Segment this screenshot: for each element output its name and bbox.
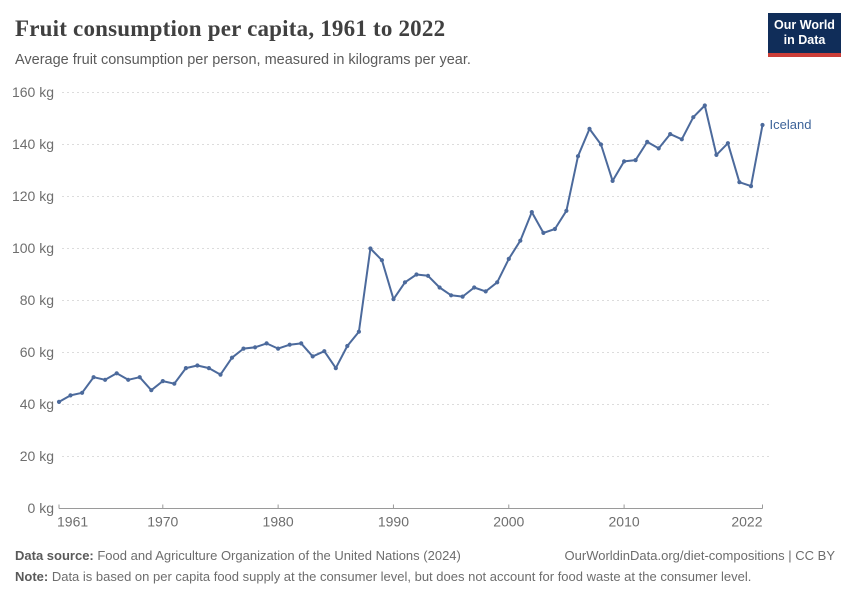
owid-logo-line1: Our World bbox=[774, 18, 835, 32]
data-point[interactable] bbox=[425, 273, 431, 278]
x-tick-label: 1961 bbox=[57, 514, 88, 530]
x-tick-label: 2000 bbox=[493, 514, 524, 530]
data-point[interactable] bbox=[725, 141, 731, 146]
data-point[interactable] bbox=[264, 341, 269, 346]
data-point[interactable] bbox=[149, 388, 154, 393]
data-point[interactable] bbox=[195, 363, 200, 368]
chart-note: Note: Data is based on per capita food s… bbox=[15, 566, 751, 587]
data-point[interactable] bbox=[172, 381, 177, 386]
data-point[interactable] bbox=[656, 146, 661, 151]
owid-logo-line2: in Data bbox=[783, 33, 826, 47]
owid-logo[interactable]: Our World in Data bbox=[768, 13, 841, 53]
y-tick-label: 140 kg bbox=[12, 136, 54, 152]
y-tick-label: 40 kg bbox=[20, 396, 54, 412]
data-point[interactable] bbox=[714, 152, 719, 157]
y-tick-label: 80 kg bbox=[20, 292, 54, 308]
data-point[interactable] bbox=[287, 342, 292, 347]
x-tick-label: 1970 bbox=[147, 514, 178, 530]
data-point[interactable] bbox=[114, 371, 119, 376]
data-point[interactable] bbox=[91, 375, 96, 380]
y-tick-label: 60 kg bbox=[20, 344, 54, 360]
y-tick-label: 20 kg bbox=[20, 448, 54, 464]
data-point[interactable] bbox=[126, 377, 131, 382]
data-point[interactable] bbox=[322, 349, 327, 354]
data-point[interactable] bbox=[679, 137, 684, 142]
data-point[interactable] bbox=[552, 226, 558, 232]
data-point[interactable] bbox=[368, 246, 373, 251]
data-source-text: Food and Agriculture Organization of the… bbox=[93, 548, 461, 563]
data-point[interactable] bbox=[206, 366, 211, 371]
line-chart[interactable]: 0 kg 20 kg 40 kg 60 kg 80 kg 100 kg 120 kg 140 … bbox=[0, 75, 850, 535]
data-point[interactable] bbox=[333, 366, 338, 371]
x-tick-label: 1980 bbox=[263, 514, 294, 530]
data-point[interactable] bbox=[633, 158, 638, 163]
data-point[interactable] bbox=[299, 341, 304, 346]
data-point[interactable] bbox=[103, 377, 108, 382]
data-point[interactable] bbox=[598, 142, 604, 147]
data-point[interactable] bbox=[645, 139, 650, 144]
data-point[interactable] bbox=[402, 280, 408, 285]
data-point[interactable] bbox=[253, 345, 258, 350]
series-line[interactable] bbox=[58, 104, 764, 403]
y-tick-label: 100 kg bbox=[12, 240, 54, 256]
data-point[interactable] bbox=[379, 258, 384, 263]
data-point[interactable] bbox=[218, 372, 223, 377]
data-point[interactable] bbox=[587, 126, 592, 131]
data-point[interactable] bbox=[506, 256, 511, 261]
data-point[interactable] bbox=[529, 210, 534, 215]
data-point[interactable] bbox=[241, 346, 246, 351]
series-label[interactable]: Iceland bbox=[770, 117, 812, 132]
data-point[interactable] bbox=[541, 230, 546, 235]
data-point[interactable] bbox=[518, 238, 523, 243]
y-tick-label: 0 kg bbox=[28, 500, 54, 516]
data-point[interactable] bbox=[276, 346, 281, 351]
data-point[interactable] bbox=[702, 103, 707, 108]
data-point[interactable] bbox=[472, 285, 477, 290]
data-point[interactable] bbox=[610, 178, 615, 183]
data-source: Data source: Food and Agriculture Organi… bbox=[15, 545, 461, 566]
data-point[interactable] bbox=[748, 184, 754, 189]
data-point[interactable] bbox=[668, 132, 673, 137]
data-point[interactable] bbox=[183, 366, 188, 371]
chart-footer: Data source: Food and Agriculture Organi… bbox=[15, 545, 835, 587]
data-point[interactable] bbox=[137, 375, 142, 380]
data-point[interactable] bbox=[68, 393, 73, 398]
data-point[interactable] bbox=[483, 289, 488, 294]
data-point[interactable] bbox=[391, 297, 396, 302]
data-point[interactable] bbox=[760, 122, 765, 128]
data-point[interactable] bbox=[575, 154, 581, 159]
owid-logo-stripe bbox=[768, 53, 841, 57]
chart-title: Fruit consumption per capita, 1961 to 20… bbox=[15, 16, 446, 41]
data-point[interactable] bbox=[356, 329, 361, 334]
data-source-label: Data source: bbox=[15, 548, 94, 563]
y-tick-label: 120 kg bbox=[12, 188, 54, 204]
data-point[interactable] bbox=[56, 399, 62, 404]
x-tick-label: 1990 bbox=[378, 514, 409, 530]
chart-note-text: Data is based on per capita food supply … bbox=[48, 569, 752, 584]
data-point[interactable] bbox=[691, 115, 696, 120]
x-tick-label: 2022 bbox=[731, 514, 762, 530]
data-point[interactable] bbox=[622, 159, 627, 164]
data-point[interactable] bbox=[495, 280, 500, 285]
data-point[interactable] bbox=[414, 272, 419, 277]
data-point[interactable] bbox=[310, 354, 315, 359]
x-tick-label: 2010 bbox=[609, 514, 640, 530]
data-point[interactable] bbox=[229, 355, 235, 360]
data-point[interactable] bbox=[345, 343, 350, 349]
data-point[interactable] bbox=[737, 180, 742, 185]
data-point[interactable] bbox=[564, 208, 569, 213]
data-point[interactable] bbox=[437, 285, 442, 290]
chart-note-label: Note: bbox=[15, 569, 49, 584]
y-tick-label: 160 kg bbox=[12, 84, 54, 100]
owid-url-link[interactable]: OurWorldinData.org/diet-compositions | C… bbox=[564, 548, 835, 563]
chart-subtitle: Average fruit consumption per person, me… bbox=[15, 52, 471, 68]
data-point[interactable] bbox=[460, 294, 465, 299]
data-point[interactable] bbox=[80, 390, 85, 395]
data-point[interactable] bbox=[160, 379, 165, 384]
data-point[interactable] bbox=[449, 293, 454, 298]
